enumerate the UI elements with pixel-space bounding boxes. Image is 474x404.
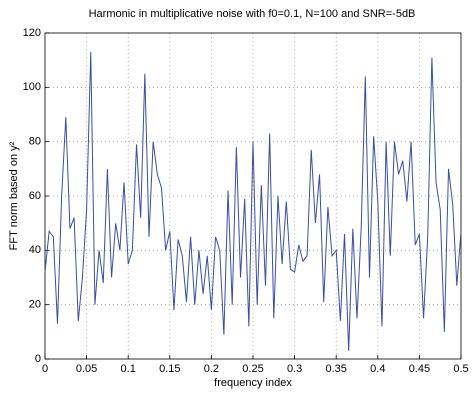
plot-frame	[44, 32, 462, 360]
y-tick-label: 60	[29, 190, 41, 202]
x-tick-label: 0.15	[159, 363, 180, 375]
x-tick-label: 0.35	[325, 363, 346, 375]
x-tick-label: 0.05	[76, 363, 97, 375]
y-tick-label: 120	[23, 27, 41, 39]
y-tick-label: 100	[23, 81, 41, 93]
x-tick-label: 0.5	[453, 363, 468, 375]
x-tick-label: 0.4	[370, 363, 385, 375]
y-tick-label: 0	[35, 353, 41, 365]
x-tick-label: 0	[42, 363, 48, 375]
chart-title: Harmonic in multiplicative noise with f0…	[89, 8, 416, 20]
x-tick-label: 0.25	[242, 363, 263, 375]
x-axis-label: frequency index	[214, 377, 292, 389]
x-tick-label: 0.1	[121, 363, 136, 375]
y-tick-label: 20	[29, 299, 41, 311]
data-line	[44, 52, 462, 351]
y-axis-label: FFT norm based on y²	[8, 141, 20, 250]
y-tick-label: 40	[29, 244, 41, 256]
x-tick-label: 0.45	[409, 363, 430, 375]
y-tick-label: 80	[29, 136, 41, 148]
x-tick-label: 0.2	[204, 363, 219, 375]
x-tick-label: 0.3	[287, 363, 302, 375]
